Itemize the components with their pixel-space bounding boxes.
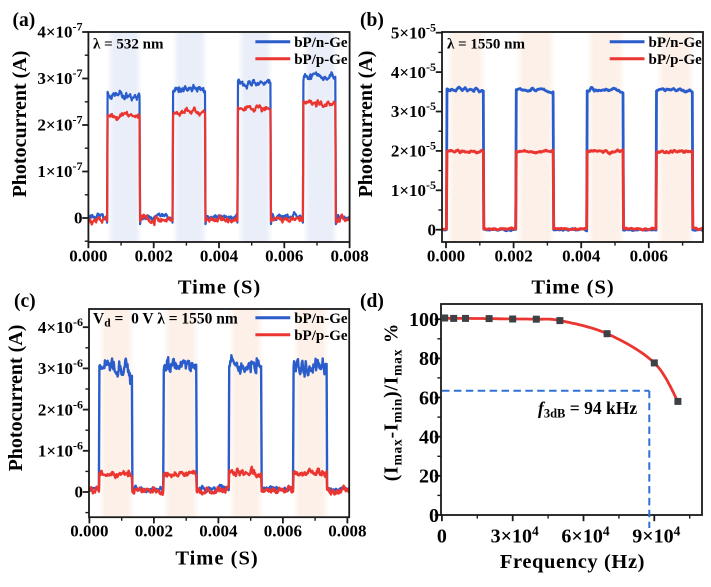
svg-text:0.000: 0.000 (69, 247, 107, 266)
svg-text:0.000: 0.000 (427, 247, 465, 266)
svg-text:(c): (c) (14, 291, 36, 312)
svg-text:Time (S): Time (S) (175, 548, 258, 570)
svg-text:100: 100 (409, 309, 439, 331)
svg-text:2×10-5: 2×10-5 (391, 139, 436, 161)
svg-text:Photocurrent (A): Photocurrent (A) (5, 325, 27, 472)
svg-text:3×10-5: 3×10-5 (391, 99, 436, 121)
svg-text:bP/n-Ge: bP/n-Ge (294, 311, 348, 327)
svg-text:80: 80 (419, 348, 439, 370)
svg-text:λ = 1550 nm: λ = 1550 nm (447, 37, 526, 53)
svg-text:0: 0 (429, 505, 439, 527)
svg-text:2×10-6: 2×10-6 (38, 397, 83, 419)
svg-text:3×10-7: 3×10-7 (37, 66, 82, 88)
svg-text:(d): (d) (360, 291, 384, 312)
svg-text:0.002: 0.002 (135, 247, 173, 266)
svg-text:0.006: 0.006 (630, 247, 668, 266)
svg-text:3×10-6: 3×10-6 (38, 356, 83, 378)
svg-text:4×10-6: 4×10-6 (38, 315, 83, 337)
svg-text:λ = 532 nm: λ = 532 nm (93, 37, 164, 53)
svg-text:0.000: 0.000 (70, 522, 108, 541)
svg-text:0.002: 0.002 (135, 522, 173, 541)
svg-text:0: 0 (437, 526, 447, 548)
svg-text:bP/n-Ge: bP/n-Ge (649, 35, 703, 51)
svg-text:1×10-7: 1×10-7 (37, 159, 82, 181)
svg-text:0.002: 0.002 (494, 247, 532, 266)
svg-text:9×104: 9×104 (632, 524, 680, 548)
svg-text:bP/n-Ge: bP/n-Ge (294, 35, 348, 51)
svg-text:0.004: 0.004 (200, 247, 239, 266)
svg-text:6×104: 6×104 (561, 524, 609, 548)
svg-text:0.004: 0.004 (199, 522, 238, 541)
svg-text:Photocurrent (A): Photocurrent (A) (9, 51, 31, 198)
svg-text:3×104: 3×104 (491, 524, 539, 548)
svg-text:bP/p-Ge: bP/p-Ge (649, 52, 703, 68)
svg-text:4×10-7: 4×10-7 (37, 20, 82, 42)
svg-text:(a): (a) (13, 10, 36, 31)
svg-text:0: 0 (428, 220, 437, 239)
svg-text:Photocurrent (A): Photocurrent (A) (355, 51, 377, 198)
svg-text:0.004: 0.004 (562, 247, 601, 266)
svg-text:bP/p-Ge: bP/p-Ge (294, 328, 348, 344)
svg-text:1×10-5: 1×10-5 (391, 178, 436, 200)
svg-text:4×10-5: 4×10-5 (391, 60, 436, 82)
svg-text:1×10-6: 1×10-6 (38, 439, 83, 461)
svg-text:2×10-7: 2×10-7 (37, 113, 82, 135)
svg-text:0: 0 (75, 483, 84, 502)
svg-text:(b): (b) (360, 10, 384, 31)
svg-text:60: 60 (419, 387, 439, 409)
svg-text:20: 20 (419, 466, 439, 488)
svg-text:Frequency (Hz): Frequency (Hz) (500, 551, 645, 573)
svg-text:Vd = 0 V λ = 1550 nm: Vd = 0 V λ = 1550 nm (93, 311, 238, 330)
svg-text:0.006: 0.006 (265, 247, 303, 266)
svg-text:bP/p-Ge: bP/p-Ge (294, 52, 348, 68)
svg-text:5×10-5: 5×10-5 (391, 20, 436, 42)
svg-text:0: 0 (74, 209, 83, 228)
svg-text:0.008: 0.008 (330, 247, 368, 266)
svg-text:40: 40 (419, 427, 439, 449)
svg-text:0.008: 0.008 (328, 522, 366, 541)
svg-text:Time (S): Time (S) (531, 277, 614, 299)
svg-text:0.006: 0.006 (264, 522, 302, 541)
svg-text:Time (S): Time (S) (178, 277, 261, 299)
svg-text:f3dB = 94 kHz: f3dB = 94 kHz (538, 398, 637, 421)
